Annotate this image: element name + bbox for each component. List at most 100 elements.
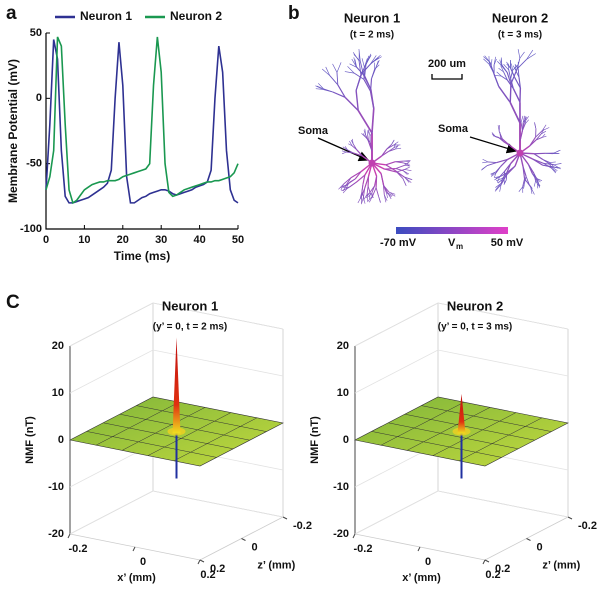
dendrite	[353, 57, 357, 67]
colorbar-max: 50 mV	[491, 237, 524, 249]
x-tick-label: 0.2	[200, 569, 215, 581]
dendrite	[499, 184, 502, 192]
x-tick-label: 0.2	[485, 569, 500, 581]
dendrite	[517, 68, 520, 78]
dendrite	[487, 162, 497, 166]
peak	[457, 393, 466, 434]
dendrite	[369, 142, 373, 152]
dendrite	[498, 68, 504, 73]
dendrite	[342, 146, 348, 151]
dendrite	[350, 171, 362, 179]
dendrite	[338, 183, 344, 190]
x-tick-label: 50	[232, 234, 244, 246]
dendrite	[493, 72, 500, 87]
dendrite	[369, 192, 374, 198]
soma	[368, 159, 376, 167]
dendrite	[494, 184, 502, 192]
dendrite	[524, 116, 526, 123]
dendrite	[500, 136, 504, 142]
z-tick-label: -20	[48, 528, 64, 540]
dendrite	[518, 186, 523, 192]
mesh-line	[388, 422, 519, 450]
dendrite	[503, 179, 507, 185]
dendrite	[536, 180, 539, 189]
legend-label: Neuron 1	[80, 9, 132, 23]
dendrite	[341, 150, 347, 153]
chart-subtitle: (y’ = 0, t = 3 ms)	[438, 322, 512, 333]
dendrite	[511, 63, 513, 71]
mesh-line	[86, 431, 217, 458]
dendrite	[370, 89, 375, 109]
dendrite	[551, 166, 560, 169]
dendrite	[360, 192, 363, 200]
x-tick-label: 10	[78, 234, 90, 246]
dendrite	[497, 179, 503, 184]
dendrite	[352, 143, 358, 151]
dendrite	[520, 122, 523, 131]
dendrite	[522, 115, 525, 123]
dendrite	[496, 177, 503, 182]
grid-line	[354, 349, 569, 394]
dendrite	[403, 160, 411, 162]
dendrite	[496, 158, 508, 164]
dendrite	[371, 108, 375, 134]
dendrite	[535, 136, 543, 141]
dendrite	[537, 178, 543, 182]
z-tick-label: -10	[333, 481, 349, 493]
soma-label: Soma	[438, 123, 469, 135]
dendrite	[493, 172, 497, 178]
dendrite	[381, 148, 388, 157]
dendrite	[342, 187, 348, 194]
z-tick-label: -10	[48, 481, 64, 493]
y-tick-label: 50	[30, 27, 42, 39]
y-tick-label: 0	[537, 541, 543, 553]
dendrite	[496, 176, 500, 183]
dendrite	[541, 135, 547, 138]
dendrite	[336, 72, 339, 85]
dendrite	[386, 144, 394, 150]
dendrite	[340, 184, 347, 189]
colorbar-subscript: m	[456, 242, 463, 251]
dendrite	[522, 166, 526, 179]
dendrite	[351, 58, 357, 67]
dendrite	[487, 161, 497, 164]
z-tick-label: 20	[337, 340, 349, 352]
y-tick-label: 0	[252, 541, 258, 553]
dendrite	[371, 68, 377, 79]
dendrite	[541, 133, 546, 138]
dendrite	[386, 192, 392, 198]
x-tick-label: -0.2	[69, 543, 88, 555]
dendrite	[364, 64, 367, 77]
dendrite	[404, 161, 410, 166]
y-tick-label: 0	[36, 92, 42, 104]
colorbar-symbol: V	[448, 237, 456, 249]
y-tick	[241, 538, 246, 541]
dendrite	[540, 129, 545, 135]
dendrite	[385, 164, 397, 172]
dendrite	[367, 135, 370, 143]
neuron-title: Neuron 1	[344, 10, 400, 25]
dendrite	[362, 133, 366, 138]
z-axis-label: NMF (nT)	[24, 416, 36, 464]
dendrite	[375, 187, 379, 197]
z-tick-label: 0	[58, 434, 64, 446]
dendrite	[369, 131, 373, 137]
dendrite	[349, 140, 353, 146]
dendrite	[354, 59, 357, 68]
dendrite	[493, 59, 497, 66]
soma-arrow	[469, 136, 518, 154]
soma	[516, 149, 524, 157]
dendrite	[341, 151, 347, 155]
dendrite	[349, 182, 357, 188]
dendrite	[383, 194, 387, 203]
x-axis-label: x’ (mm)	[117, 572, 156, 584]
dendrite	[346, 151, 354, 154]
dendrite	[512, 64, 518, 71]
dendrite	[402, 170, 410, 175]
y-axis-label: Membrane Potential (mV)	[6, 59, 20, 203]
x-tick-label: 30	[155, 234, 167, 246]
dendrite	[325, 66, 331, 76]
dendrite	[369, 192, 371, 199]
dendrite	[510, 70, 514, 79]
dendrite	[505, 172, 508, 180]
